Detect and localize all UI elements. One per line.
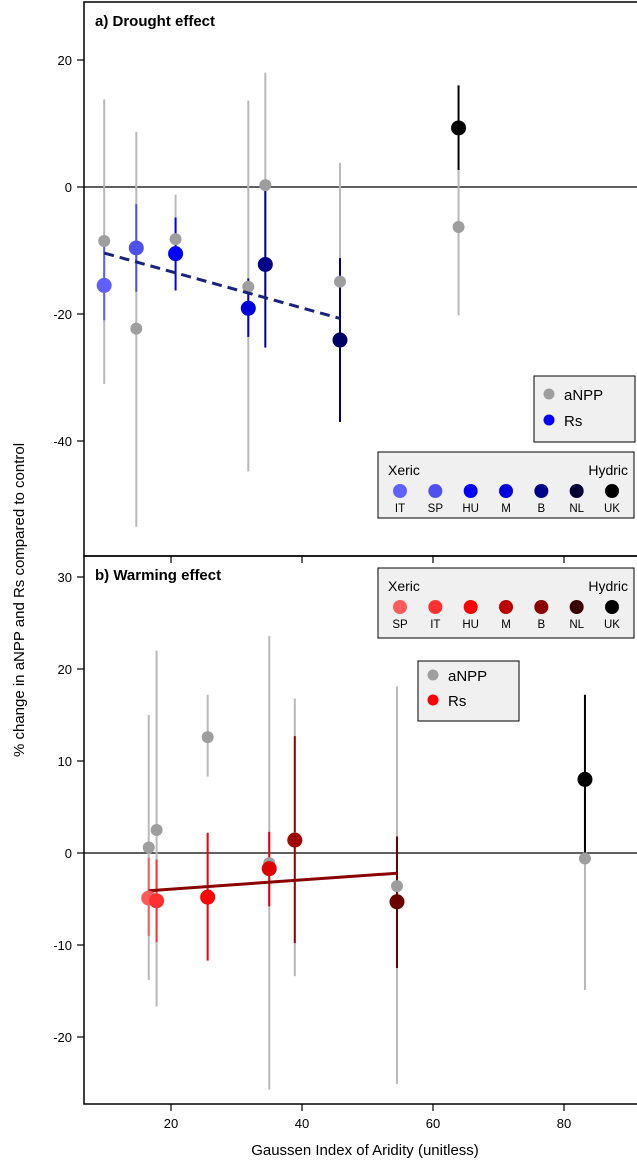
y-tick-label: 20 [58,662,72,677]
legend-anpp-label: aNPP [564,387,603,404]
site-marker-it [393,484,407,498]
legend-anpp-marker [543,388,555,400]
anpp-point [578,852,591,865]
rs-point [200,889,216,905]
y-tick-label: 20 [58,53,72,68]
panel-title: b) Warming effect [95,567,221,584]
site-label-nl: NL [569,503,584,515]
anpp-point [333,275,346,288]
site-marker-b [534,484,549,498]
y-tick-label: 0 [65,846,72,861]
panel-title: a) Drought effect [95,13,215,30]
x-tick-label: 80 [557,1116,571,1131]
rs-point [257,256,273,272]
x-tick-label: 20 [164,1116,178,1131]
y-tick-label: 30 [58,570,72,585]
rs-point [389,894,405,910]
site-scale: Xeric Hydric IT SP HU M B NL UK [377,451,635,519]
x-axis-title: Gaussen Index of Aridity (unitless) [251,1142,479,1159]
site-label-sp: SP [428,503,444,515]
site-marker-sp [428,484,443,498]
legend-anpp-label: aNPP [448,668,487,685]
anpp-point [259,179,272,192]
site-marker-sp [393,600,407,614]
rs-point [168,246,184,262]
scale-xeric-label: Xeric [388,462,420,478]
anpp-point [169,233,182,246]
anpp-point [201,731,214,744]
site-marker-nl [569,600,584,614]
site-marker-hu [463,484,478,498]
rs-point [287,832,303,848]
legend-anpp-marker [427,669,439,681]
rs-trend-line [103,251,341,320]
site-label-b: B [537,503,545,515]
site-marker-nl [569,484,584,498]
y-tick-label: -10 [53,938,72,953]
rs-point [261,861,277,877]
anpp-point [142,841,155,854]
rs-point [451,120,467,136]
site-marker-m [499,484,513,498]
anpp-point [242,280,255,293]
site-label-hu: HU [462,619,479,631]
site-marker-uk [605,484,619,498]
site-label-uk: UK [604,503,620,515]
anpp-point [390,880,403,893]
site-label-sp: SP [392,619,408,631]
scale-hydric-label: Hydric [588,462,628,478]
y-tick-label: -20 [53,1030,72,1045]
legend: aNPP Rs [417,660,520,722]
rs-point [149,893,165,909]
plot-frame [83,555,637,1105]
rs-trend-line [148,871,398,893]
site-label-hu: HU [462,503,479,515]
legend-rs-label: Rs [564,413,582,430]
legend: aNPP Rs [533,375,636,443]
site-scale: Xeric Hydric SP IT HU M B NL UK [377,567,635,639]
site-marker-b [534,600,549,614]
rs-point [96,277,112,293]
legend-box [533,375,636,443]
panel-drought: a) Drought effect 20 0 -20 -40 aNPP Rs Xeric Hyd… [53,1,637,563]
panel-warming: b) Warming effect 30 20 10 0 -10 -20 20 40 60 80 aN… [53,555,637,1131]
legend-rs-marker [543,414,555,426]
site-marker-hu [463,600,478,614]
y-tick-label: 0 [65,180,72,195]
site-marker-m [499,600,513,614]
x-tick-label: 40 [295,1116,309,1131]
x-tick-label: 60 [426,1116,440,1131]
scale-hydric-label: Hydric [588,578,628,594]
rs-point [128,240,144,256]
y-axis-title: % change in aNPP and Rs compared to cont… [11,443,28,757]
site-label-m: M [501,503,511,515]
legend-rs-label: Rs [448,693,466,710]
rs-point [577,771,593,787]
site-label-it: IT [430,619,440,631]
rs-point [240,300,256,316]
anpp-point [98,234,111,247]
anpp-point [130,322,143,335]
y-tick-label: -40 [53,434,72,449]
site-label-m: M [501,619,511,631]
site-label-it: IT [395,503,405,515]
scale-xeric-label: Xeric [388,578,420,594]
anpp-point [452,221,465,234]
rs-point [332,332,348,348]
anpp-point [150,824,163,836]
y-tick-label: 10 [58,754,72,769]
legend-rs-marker [427,694,439,706]
site-label-uk: UK [604,619,620,631]
site-marker-uk [605,600,619,614]
y-tick-label: -20 [53,307,72,322]
site-label-nl: NL [569,619,584,631]
site-marker-it [428,600,443,614]
site-label-b: B [537,619,545,631]
